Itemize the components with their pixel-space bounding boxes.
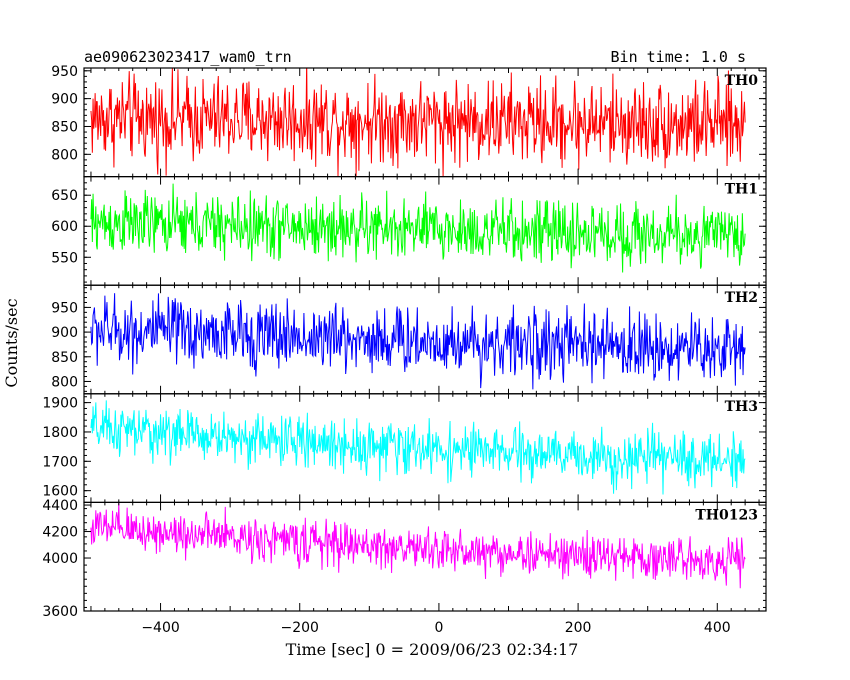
y-tick-label: 1700 (42, 454, 78, 470)
series-th1-line (90, 183, 746, 273)
series-th2-line (90, 293, 746, 390)
y-tick-label: 800 (51, 374, 78, 390)
panel-th2: 800 850 900 950 TH2 (51, 284, 767, 395)
panel-th1: 550 600 650 TH1 (51, 176, 767, 286)
series-th0-line (90, 68, 746, 177)
y-tick-label: 1800 (42, 425, 78, 441)
y-tick-label: 900 (51, 325, 78, 341)
y-tick-label: 600 (51, 219, 78, 235)
y-axis-label: Counts/sec (2, 298, 21, 387)
series-th0123-line (90, 502, 746, 589)
y-tick-label: 900 (51, 92, 78, 108)
y-tick-label: 800 (51, 147, 78, 163)
panel-label: TH0123 (695, 507, 758, 523)
chart-title: ae090623023417_wam0_trn (84, 48, 292, 66)
y-tick-label: 850 (51, 350, 78, 366)
x-tick-label: 200 (565, 620, 592, 636)
y-tick-label: 550 (51, 250, 78, 266)
y-tick-label: 3600 (42, 604, 78, 620)
panel-th0: 800 850 900 950 TH0 (51, 64, 767, 178)
panel-label: TH0 (725, 73, 759, 89)
panel-label: TH1 (725, 182, 758, 198)
panel-label: TH3 (725, 399, 758, 415)
y-tick-label: 1900 (42, 396, 78, 412)
y-tick-label: 4200 (42, 525, 78, 541)
x-tick-label: −200 (281, 620, 319, 636)
x-axis-label: Time [sec] 0 = 2009/06/23 02:34:17 (286, 640, 579, 659)
y-tick-label: 950 (51, 300, 78, 316)
bin-time-label: Bin time: 1.0 s (611, 48, 746, 66)
y-tick-label: 4400 (42, 498, 78, 514)
panel-th3: 1600 1700 1800 1900 TH3 (42, 393, 767, 503)
y-tick-label: 1600 (42, 484, 78, 500)
x-tick-label: 0 (434, 620, 443, 636)
y-tick-label: 650 (51, 188, 78, 204)
series-th3-line (90, 400, 746, 495)
x-axis: −400 −200 0 200 400 (141, 620, 730, 636)
y-tick-label: 850 (51, 119, 78, 135)
x-tick-label: 400 (704, 620, 731, 636)
panels: 800 850 900 950 TH0 550 600 650 TH1 800 850 900 950 T… (42, 64, 767, 620)
x-tick-label: −400 (141, 620, 179, 636)
panel-label: TH2 (725, 290, 758, 306)
y-tick-label: 950 (51, 64, 78, 80)
panel-th0123: 3600 4000 4200 4400 TH0123 (42, 498, 767, 620)
y-tick-label: 4000 (42, 551, 78, 567)
